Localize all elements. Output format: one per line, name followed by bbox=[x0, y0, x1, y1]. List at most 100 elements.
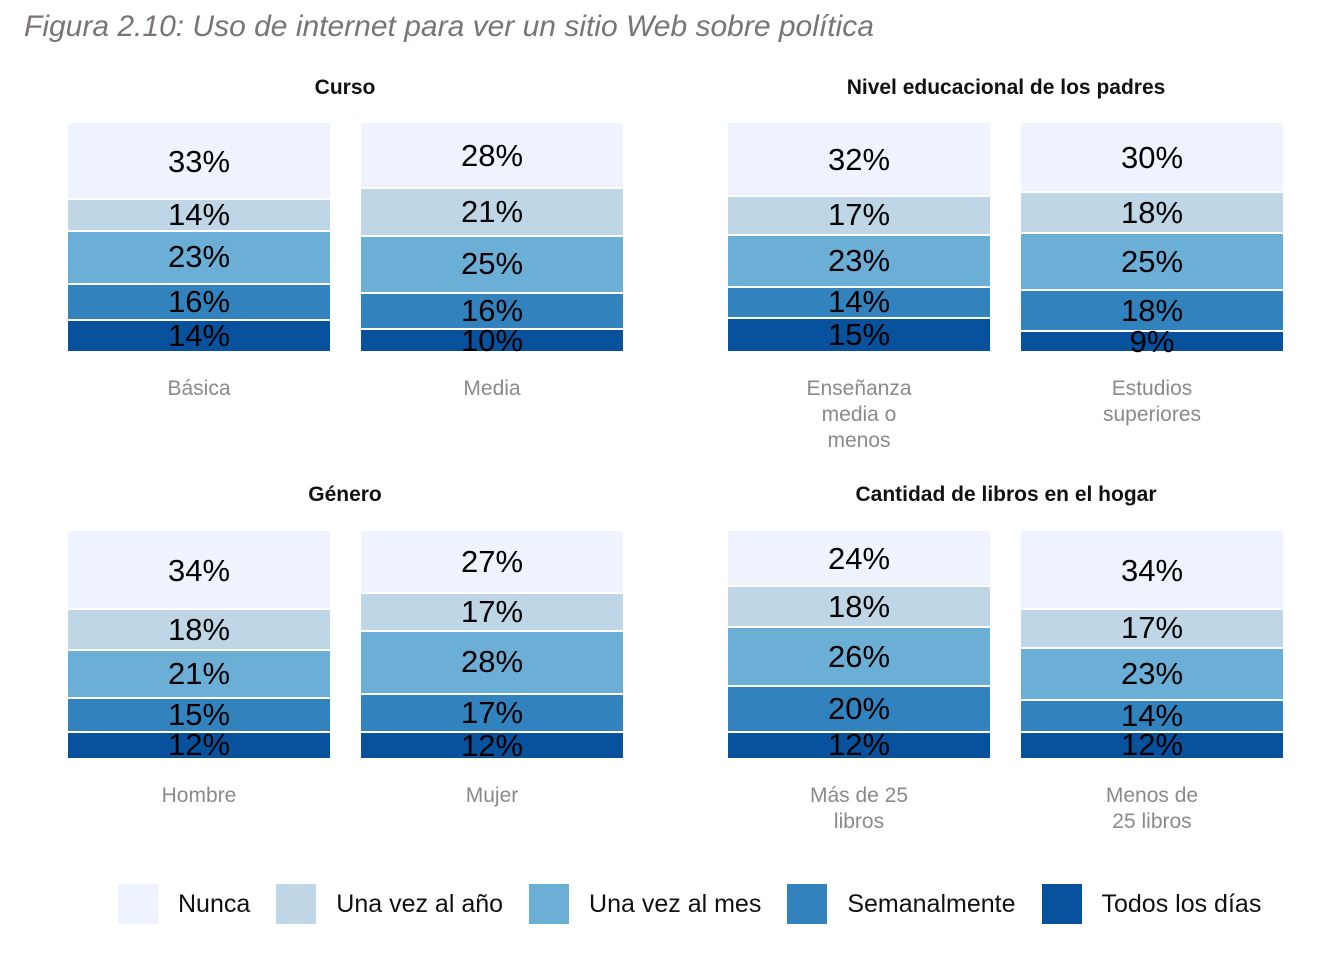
bar-segment-una-vez-al-ano bbox=[361, 591, 623, 630]
data-label: 23% bbox=[827, 242, 891, 278]
category-label-ensenanza-media-o-menos: Enseñanza media o menos bbox=[806, 377, 912, 452]
data-label: 12% bbox=[167, 727, 231, 763]
data-label: 9% bbox=[1129, 323, 1175, 359]
data-label: 14% bbox=[167, 197, 231, 233]
legend-key-una-vez-al-ano bbox=[276, 884, 317, 924]
data-label: 12% bbox=[460, 727, 524, 763]
data-label: 33% bbox=[167, 143, 231, 179]
bar-segment-semanalmente bbox=[1021, 289, 1283, 331]
panel-title-cantidad-de-libros-en-el-hogar: Cantidad de libros en el hogar bbox=[855, 483, 1157, 506]
legend-item-semanalmente: Semanalmente bbox=[787, 884, 1016, 924]
data-label: 23% bbox=[167, 239, 231, 275]
bar-segment-semanalmente bbox=[728, 285, 990, 318]
legend-label-todos-los-dias: Todos los días bbox=[1101, 889, 1262, 918]
data-label: 15% bbox=[827, 317, 891, 353]
data-label: 18% bbox=[827, 588, 891, 624]
category-label-hombre: Hombre bbox=[161, 784, 237, 807]
bar-segment-todos-los-dias bbox=[728, 730, 990, 758]
data-label: 34% bbox=[167, 552, 231, 588]
data-label: 12% bbox=[1120, 727, 1184, 763]
data-label: 18% bbox=[1120, 194, 1184, 230]
bar-segment-nunca bbox=[361, 123, 623, 187]
stacked-bar-mujer: 27% 17% 28% 17% 12% bbox=[361, 531, 623, 763]
data-label: 21% bbox=[460, 193, 524, 229]
data-label: 12% bbox=[827, 727, 891, 763]
category-label-estudios-superiores: Estudios superiores bbox=[1102, 377, 1202, 426]
data-label: 14% bbox=[1120, 697, 1184, 733]
legend-label-una-vez-al-mes: Una vez al mes bbox=[589, 889, 762, 918]
stacked-bar-basica: 33% 14% 23% 16% 14% bbox=[68, 123, 330, 351]
stacked-bar-estudios-superiores: 30% 18% 25% 18% 9% bbox=[1021, 123, 1283, 357]
data-label: 30% bbox=[1120, 140, 1184, 176]
data-label: 17% bbox=[827, 197, 891, 233]
data-label: 17% bbox=[1120, 610, 1184, 646]
bar-segment-una-vez-al-mes bbox=[68, 230, 330, 283]
stacked-bar-menos-de-25-libros: 34% 17% 23% 14% 12% bbox=[1021, 531, 1283, 763]
bar-segment-una-vez-al-mes bbox=[361, 234, 623, 292]
data-label: 17% bbox=[460, 694, 524, 730]
data-label: 17% bbox=[460, 593, 524, 629]
category-label-menos-de-25-libros: Menos de 25 libros bbox=[1105, 784, 1199, 833]
panel-title-curso: Curso bbox=[314, 76, 376, 99]
bar-segment-una-vez-al-ano bbox=[68, 608, 330, 650]
data-label: 16% bbox=[167, 283, 231, 319]
bar-segment-todos-los-dias bbox=[361, 731, 623, 758]
bar-segment-semanalmente bbox=[68, 282, 330, 320]
bar-segment-semanalmente bbox=[361, 692, 623, 732]
bar-segment-semanalmente bbox=[1021, 698, 1283, 731]
data-label: 18% bbox=[1120, 292, 1184, 328]
legend-key-todos-los-dias bbox=[1041, 884, 1082, 924]
category-label-mas-de-25-libros: Más de 25 libros bbox=[809, 784, 909, 833]
bar-segment-nunca bbox=[728, 123, 990, 196]
data-label: 15% bbox=[167, 696, 231, 732]
bar-segment-todos-los-dias bbox=[728, 317, 990, 351]
bar-segment-todos-los-dias bbox=[361, 328, 623, 351]
legend: Nunca Una vez al año Una vez al mes Sema… bbox=[118, 884, 1287, 924]
stacked-bar-ensenanza-media-o-menos: 32% 17% 23% 14% 15% bbox=[728, 123, 990, 351]
data-label: 28% bbox=[460, 644, 524, 680]
bar-segment-todos-los-dias bbox=[1021, 330, 1283, 351]
legend-label-una-vez-al-ano: Una vez al año bbox=[336, 889, 504, 918]
category-label-media: Media bbox=[463, 377, 521, 400]
bar-segment-nunca bbox=[68, 531, 330, 609]
data-label: 28% bbox=[460, 137, 524, 173]
bar-segment-nunca bbox=[361, 531, 623, 592]
data-label: 10% bbox=[460, 322, 524, 358]
bar-segment-una-vez-al-mes bbox=[1021, 646, 1283, 699]
data-label: 25% bbox=[460, 246, 524, 282]
figure-title: Figura 2.10: Uso de internet para ver un… bbox=[24, 10, 874, 43]
bar-segment-nunca bbox=[728, 531, 990, 586]
bar-segment-una-vez-al-mes bbox=[728, 233, 990, 286]
bar-segment-una-vez-al-ano bbox=[361, 186, 623, 235]
legend-key-nunca bbox=[118, 884, 158, 924]
data-label: 21% bbox=[167, 655, 231, 691]
stacked-bar-media: 28% 21% 25% 16% 10% bbox=[361, 123, 623, 356]
panel-title-genero: Género bbox=[308, 483, 382, 506]
data-label: 14% bbox=[827, 284, 891, 320]
legend-item-todos-los-dias: Todos los días bbox=[1041, 884, 1262, 924]
bar-segment-todos-los-dias bbox=[68, 730, 330, 758]
bar-segment-una-vez-al-ano bbox=[68, 198, 330, 231]
legend-label-semanalmente: Semanalmente bbox=[847, 889, 1016, 918]
bar-segment-una-vez-al-mes bbox=[1021, 232, 1283, 290]
bar-segment-semanalmente bbox=[361, 291, 623, 329]
stacked-bar-hombre: 34% 18% 21% 15% 12% bbox=[68, 531, 330, 763]
bar-segment-una-vez-al-mes bbox=[68, 649, 330, 697]
data-label: 34% bbox=[1120, 552, 1184, 588]
category-label-mujer: Mujer bbox=[465, 784, 519, 807]
category-label-basica: Básica bbox=[167, 377, 231, 400]
bar-segment-nunca bbox=[68, 123, 330, 199]
bar-segment-una-vez-al-ano bbox=[728, 195, 990, 234]
legend-item-una-vez-al-ano: Una vez al año bbox=[276, 884, 503, 924]
panel-title-nivel-educacional-de-los-padres: Nivel educacional de los padres bbox=[846, 76, 1166, 99]
data-label: 27% bbox=[460, 544, 524, 580]
bar-segment-semanalmente bbox=[728, 685, 990, 731]
data-label: 24% bbox=[827, 541, 891, 577]
data-label: 20% bbox=[827, 691, 891, 727]
bar-segment-una-vez-al-mes bbox=[361, 629, 623, 693]
bar-segment-una-vez-al-mes bbox=[728, 626, 990, 686]
data-label: 23% bbox=[1120, 655, 1184, 691]
bar-segment-semanalmente bbox=[68, 696, 330, 731]
bar-segment-todos-los-dias bbox=[68, 319, 330, 351]
legend-key-una-vez-al-mes bbox=[529, 884, 570, 924]
